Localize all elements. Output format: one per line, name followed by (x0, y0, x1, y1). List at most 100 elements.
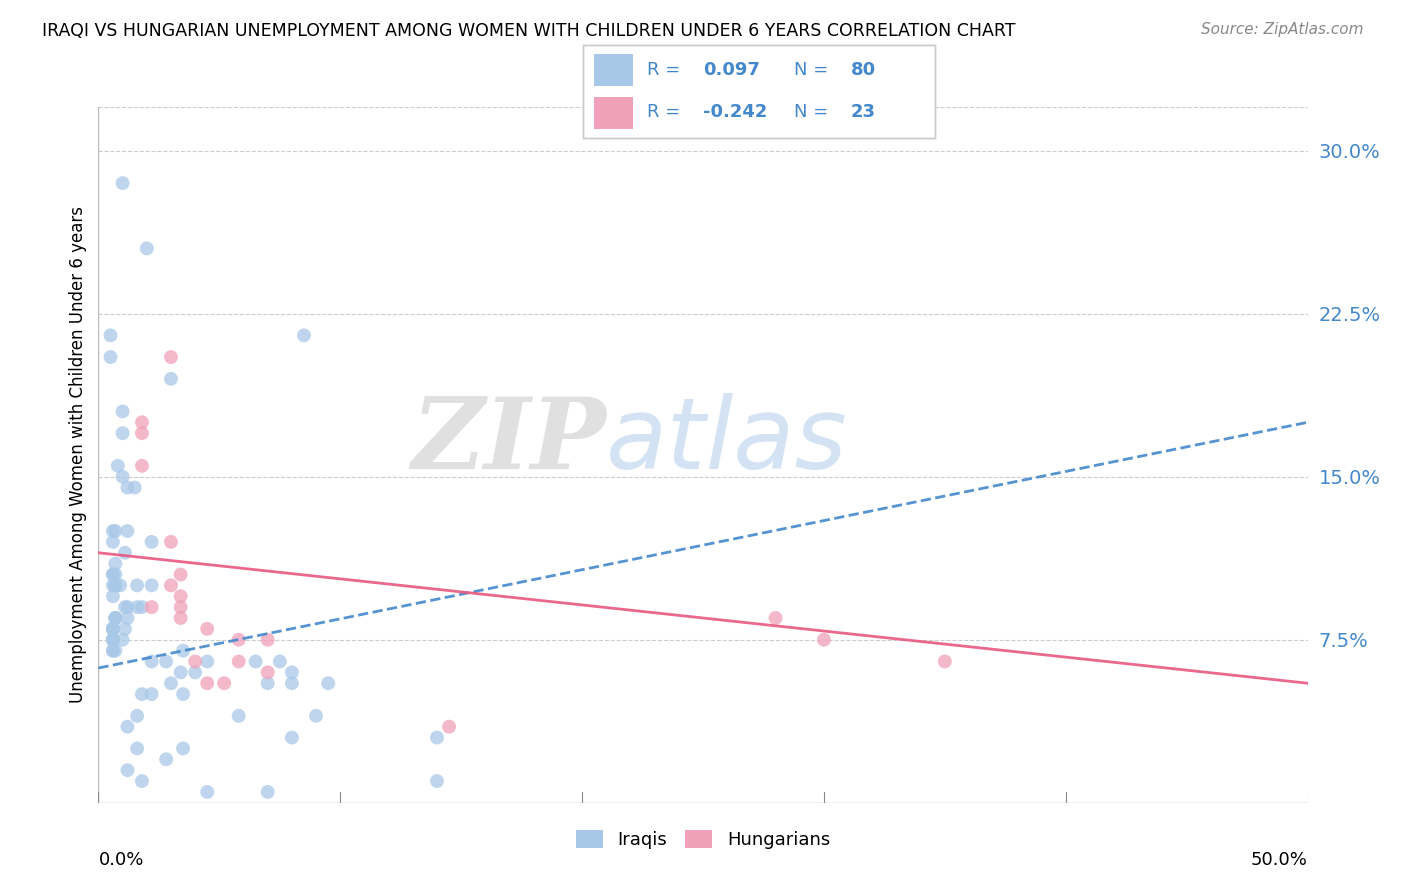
Point (101, 632, 124, 647)
Point (155, 752, 177, 766)
Text: N =: N = (794, 61, 834, 78)
Point (212, 676, 235, 690)
Point (426, 731, 449, 745)
Point (228, 708, 250, 723)
Point (117, 720, 139, 734)
Text: R =: R = (647, 61, 686, 78)
Point (316, 676, 339, 690)
Point (160, 350, 183, 364)
Point (172, 643, 194, 657)
Point (141, 600, 163, 615)
Point (101, 622, 124, 636)
Point (131, 415, 153, 429)
Point (169, 567, 191, 582)
Point (111, 426, 134, 441)
Point (108, 578, 131, 592)
Point (101, 632, 124, 647)
Point (111, 176, 134, 190)
Point (111, 469, 134, 483)
Text: 0.0%: 0.0% (98, 851, 143, 869)
Point (245, 655, 267, 669)
Point (101, 622, 124, 636)
Point (111, 404, 134, 418)
Point (172, 687, 194, 701)
Point (127, 708, 149, 723)
Point (160, 372, 183, 386)
Point (101, 524, 124, 538)
Point (195, 622, 218, 636)
Point (813, 632, 835, 647)
Point (104, 643, 127, 657)
Text: atlas: atlas (606, 392, 848, 490)
Point (169, 600, 191, 615)
Point (155, 655, 177, 669)
Point (104, 611, 127, 625)
Legend: Iraqis, Hungarians: Iraqis, Hungarians (568, 822, 838, 856)
Text: -0.242: -0.242 (703, 103, 768, 121)
Point (101, 578, 124, 592)
Point (117, 524, 139, 538)
Point (160, 676, 183, 690)
Point (169, 665, 191, 680)
Point (426, 774, 449, 789)
Point (101, 643, 124, 657)
Text: R =: R = (647, 103, 686, 121)
Point (117, 611, 139, 625)
Point (101, 567, 124, 582)
Point (114, 622, 136, 636)
Point (228, 632, 250, 647)
Point (195, 785, 218, 799)
Point (107, 458, 129, 473)
Point (281, 731, 304, 745)
Bar (593, 97, 633, 129)
Text: ZIP: ZIP (412, 392, 606, 489)
Point (100, 350, 122, 364)
Point (100, 328, 122, 343)
Point (104, 611, 127, 625)
Point (256, 785, 278, 799)
Point (437, 720, 460, 734)
Point (184, 655, 207, 669)
Text: 0.097: 0.097 (703, 61, 759, 78)
Point (141, 578, 163, 592)
Point (104, 578, 127, 592)
Point (131, 687, 153, 701)
Point (114, 546, 136, 560)
Point (184, 665, 207, 680)
Text: IRAQI VS HUNGARIAN UNEMPLOYMENT AMONG WOMEN WITH CHILDREN UNDER 6 YEARS CORRELAT: IRAQI VS HUNGARIAN UNEMPLOYMENT AMONG WO… (42, 22, 1015, 40)
Point (101, 632, 124, 647)
Point (104, 611, 127, 625)
Point (101, 534, 124, 549)
Point (131, 426, 153, 441)
Point (256, 632, 278, 647)
Point (111, 632, 134, 647)
Y-axis label: Unemployment Among Women with Children Under 6 years: Unemployment Among Women with Children U… (69, 206, 87, 704)
Text: 80: 80 (851, 61, 876, 78)
Point (292, 328, 315, 343)
Point (127, 578, 149, 592)
Point (131, 600, 153, 615)
Point (281, 676, 304, 690)
Point (160, 534, 183, 549)
Point (141, 534, 163, 549)
Text: Source: ZipAtlas.com: Source: ZipAtlas.com (1201, 22, 1364, 37)
Point (104, 524, 127, 538)
Point (104, 578, 127, 592)
Point (117, 763, 139, 777)
Point (101, 622, 124, 636)
Point (101, 632, 124, 647)
Point (195, 655, 218, 669)
Point (228, 655, 250, 669)
Point (256, 665, 278, 680)
Point (101, 589, 124, 603)
Point (104, 557, 127, 571)
Point (101, 567, 124, 582)
Point (124, 481, 146, 495)
Point (160, 578, 183, 592)
Point (141, 655, 163, 669)
Point (141, 687, 163, 701)
Point (117, 481, 139, 495)
Point (104, 567, 127, 582)
Point (131, 774, 153, 789)
Point (305, 708, 328, 723)
